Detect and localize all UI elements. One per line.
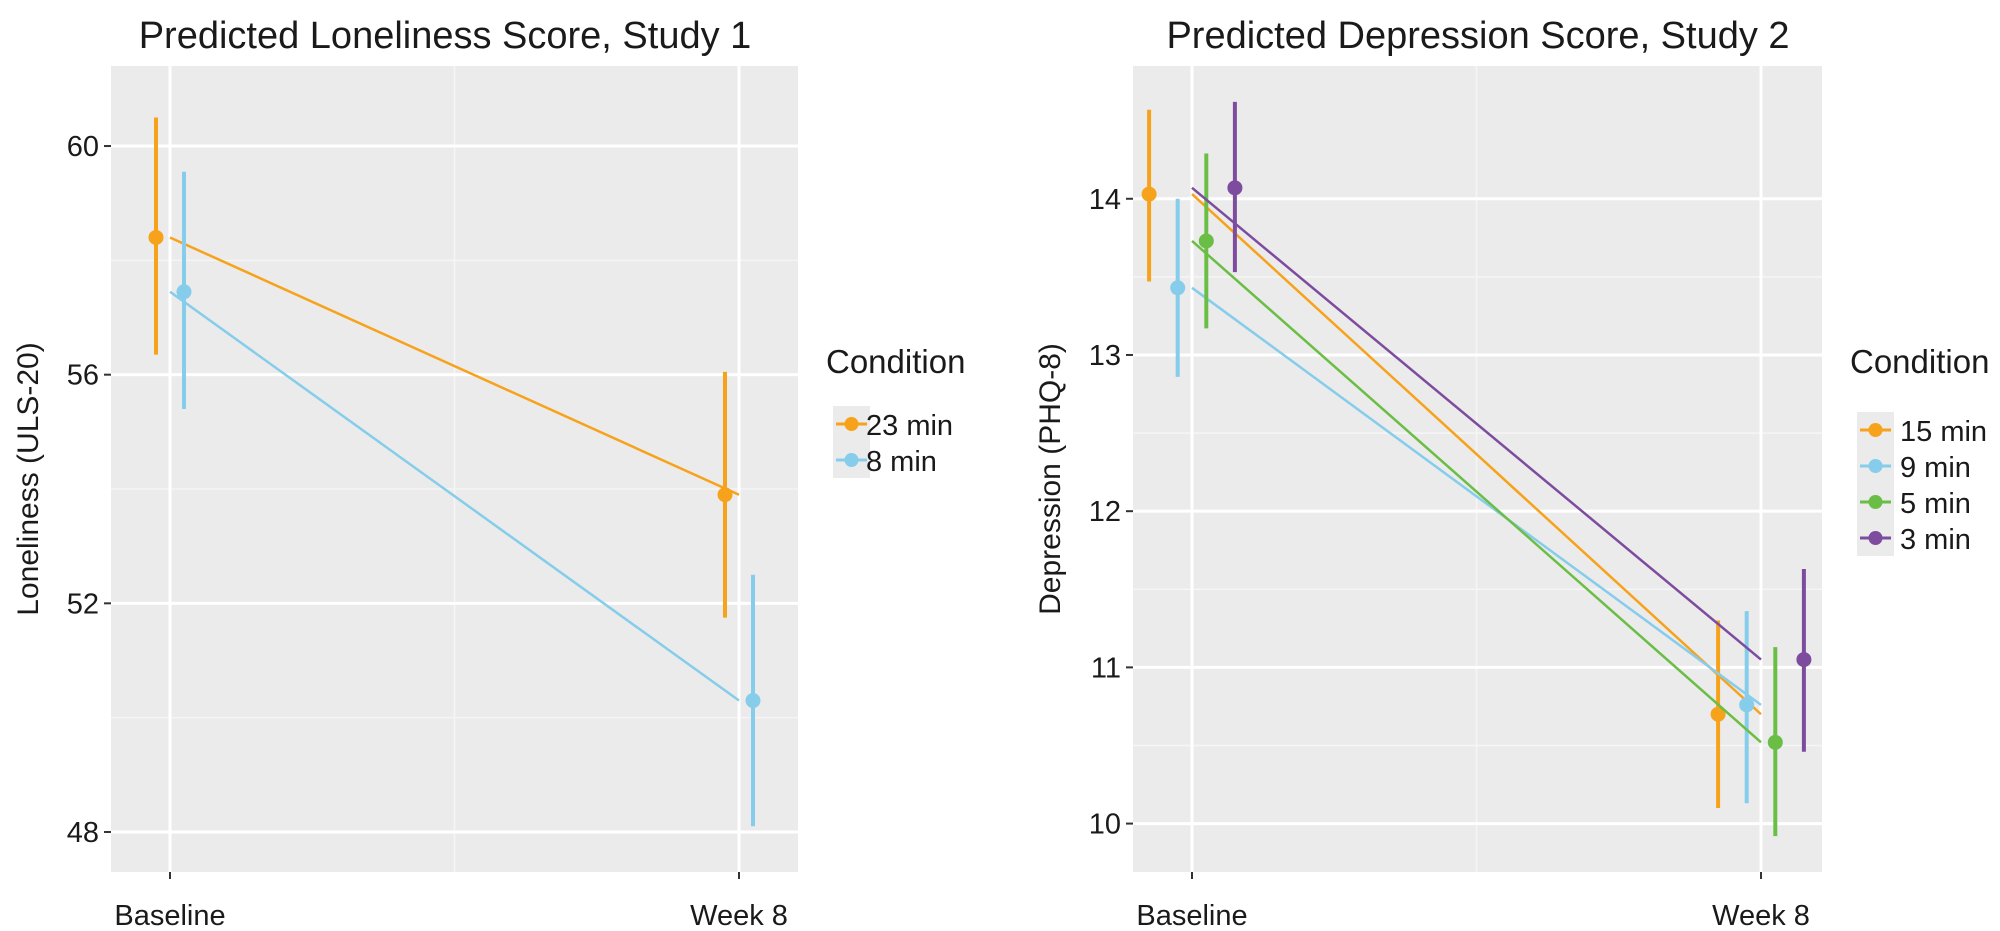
legend: Condition 15 min 9 min 5 min 3 min — [1850, 343, 1989, 556]
y-tick-label: 10 — [1089, 809, 1121, 841]
x-tick-label: Week 8 — [690, 900, 788, 931]
legend-key-point — [1868, 495, 1883, 509]
chart-panel-1: Predicted Loneliness Score, Study 1 48 52 5… — [12, 15, 798, 931]
x-tick-label: Baseline — [1136, 900, 1247, 931]
legend-label: 23 min — [866, 410, 953, 442]
data-point — [1710, 706, 1726, 722]
legend-item: 5 min — [1860, 488, 1971, 520]
y-tick-label: 12 — [1089, 496, 1121, 528]
data-point — [717, 487, 733, 503]
y-tick-label: 13 — [1089, 340, 1121, 372]
data-point — [1198, 233, 1214, 249]
legend-key-point — [844, 453, 859, 467]
legend-label: 3 min — [1900, 524, 1971, 556]
series-5-min — [1191, 153, 1783, 837]
data-point — [176, 284, 192, 300]
data-point — [1739, 697, 1755, 713]
legend-title: Condition — [1850, 343, 1989, 380]
y-tick-label: 48 — [67, 817, 99, 849]
chart-title: Predicted Loneliness Score, Study 1 — [139, 15, 752, 57]
data-point — [1227, 180, 1243, 196]
series-23-min — [148, 117, 740, 618]
chart-panel-2: Predicted Depression Score, Study 2 10 11 1… — [1034, 15, 1822, 931]
y-axis-title: Loneliness (ULS-20) — [12, 342, 45, 615]
legend-key-point — [1868, 531, 1883, 545]
data-point — [745, 693, 761, 709]
data-point — [1767, 734, 1783, 750]
series-line — [169, 236, 740, 496]
legend-item: 15 min — [1860, 416, 1987, 448]
data-point — [1141, 186, 1157, 202]
x-tick-label: Baseline — [114, 900, 225, 931]
series-9-min — [1170, 198, 1762, 804]
legend-label: 5 min — [1900, 488, 1971, 520]
legend-item: 3 min — [1860, 524, 1971, 556]
chart-title: Predicted Depression Score, Study 2 — [1166, 15, 1789, 57]
series-line — [1191, 240, 1762, 744]
series-line — [1191, 193, 1762, 716]
data-point — [148, 229, 164, 245]
series-line — [1191, 186, 1762, 661]
legend-label: 9 min — [1900, 452, 1971, 484]
legend-item: 23 min — [836, 410, 953, 442]
x-tick-label: Week 8 — [1712, 900, 1810, 931]
y-axis-title: Depression (PHQ-8) — [1034, 343, 1067, 615]
plot-background — [1133, 66, 1822, 872]
series-8-min — [169, 171, 761, 827]
y-tick-label: 52 — [67, 588, 99, 620]
series-3-min — [1191, 101, 1812, 752]
legend: Condition 23 min 8 min — [826, 343, 965, 478]
legend-title: Condition — [826, 343, 965, 380]
legend-key-point — [1868, 459, 1883, 473]
legend-label: 15 min — [1900, 416, 1987, 448]
data-point — [1170, 280, 1186, 296]
y-tick-label: 60 — [67, 131, 99, 163]
y-tick-label: 14 — [1089, 184, 1121, 216]
legend-item: 9 min — [1860, 452, 1971, 484]
legend-item: 8 min — [836, 446, 937, 478]
series-15-min — [1141, 109, 1762, 808]
legend-label: 8 min — [866, 446, 937, 478]
data-point — [1796, 652, 1812, 668]
legend-key-background — [833, 406, 870, 478]
y-tick-label: 56 — [67, 360, 99, 392]
y-tick-label: 11 — [1091, 652, 1121, 684]
series-line — [1191, 286, 1762, 706]
series-line — [169, 290, 740, 702]
legend-key-point — [1868, 423, 1883, 437]
legend-key-point — [844, 417, 859, 431]
